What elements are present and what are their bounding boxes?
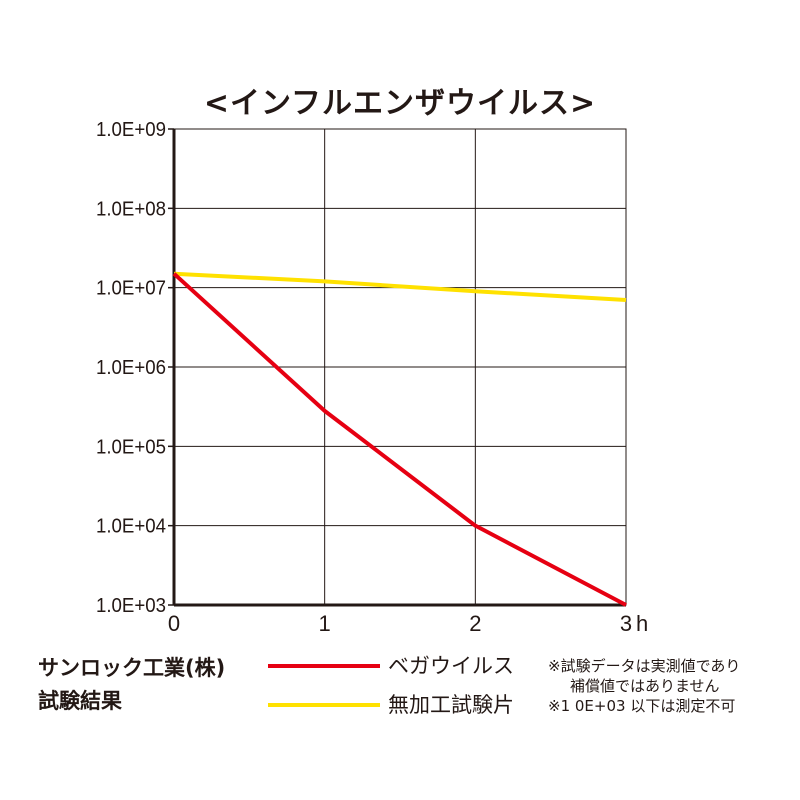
y-tick-label: 1.0E+06	[96, 357, 166, 379]
legend-item-vega-virus: ベガウイルス	[268, 651, 538, 681]
y-tick-label: 1.0E+07	[96, 278, 166, 300]
footnotes: ※試験データは実測値であり 補償値ではありません ※1 0E+03 以下は測定不…	[548, 656, 740, 716]
legend-label: 無加工試験片	[388, 693, 514, 717]
footnote: ※1 0E+03 以下は測定不可	[548, 697, 736, 715]
legend-item-untreated-specimen: 無加工試験片	[268, 690, 538, 720]
series-line-vega-virus	[172, 272, 627, 607]
x-tick-label: 2	[469, 611, 481, 636]
legend-swatch-red	[268, 664, 380, 668]
y-tick-label: 1.0E+04	[96, 516, 166, 538]
x-tick-label: 0	[168, 611, 180, 636]
legend-label: ベガウイルス	[388, 654, 514, 678]
legend-swatch-yellow	[268, 703, 380, 707]
company-name: サンロック工業(株)	[38, 656, 226, 680]
series-line-untreated-specimen	[173, 271, 627, 302]
footnote: ※試験データは実測値であり	[548, 657, 741, 675]
company-block: サンロック工業(株) 試験結果	[38, 652, 225, 718]
x-tick-label: 1	[319, 611, 331, 636]
y-tick-label: 1.0E+08	[96, 198, 166, 220]
y-tick-label: 1.0E+05	[96, 436, 166, 458]
x-tick-label: 3	[620, 611, 632, 636]
y-tick-label: 1.0E+09	[96, 119, 166, 141]
chart-title: <インフルエンザウイルス>	[203, 86, 597, 121]
x-unit-label: h	[636, 611, 648, 636]
y-tick-label: 1.0E+03	[96, 595, 166, 617]
footnote: 補償値ではありません	[570, 677, 720, 695]
test-result-label: 試験結果	[38, 689, 122, 713]
